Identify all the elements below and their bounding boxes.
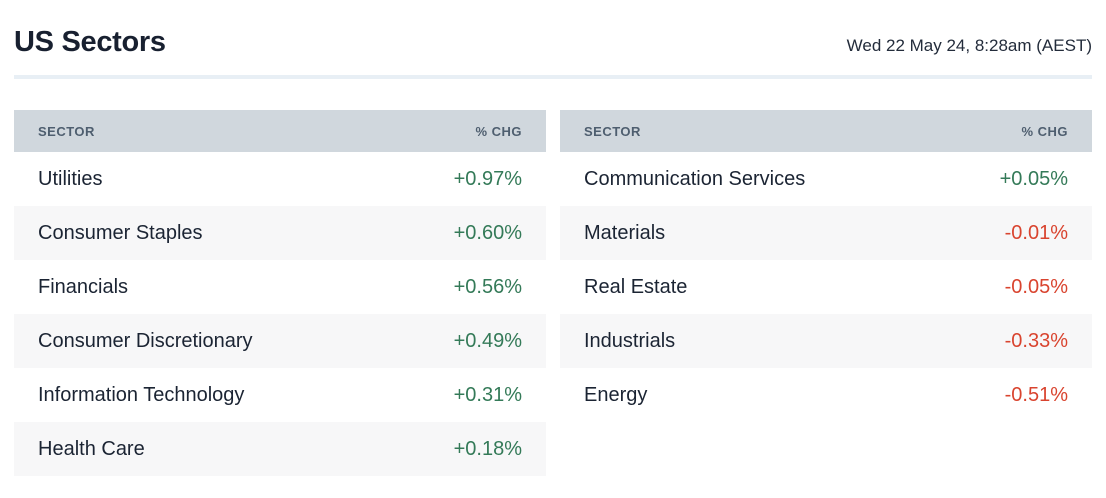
table-row: Real Estate -0.05%	[560, 260, 1092, 314]
timestamp: Wed 22 May 24, 8:28am (AEST)	[846, 36, 1092, 55]
sector-name: Materials	[584, 221, 666, 244]
percent-change-value: -0.01%	[1004, 221, 1068, 244]
sector-name: Consumer Discretionary	[38, 329, 253, 352]
widget-header: US Sectors Wed 22 May 24, 8:28am (AEST)	[14, 0, 1092, 59]
sector-name: Industrials	[584, 329, 676, 352]
table-row: Industrials -0.33%	[560, 314, 1092, 368]
header-divider	[14, 75, 1092, 79]
sector-name: Information Technology	[38, 383, 245, 406]
column-header-sector: SECTOR	[584, 123, 641, 139]
percent-change-value: +0.60%	[453, 221, 522, 244]
table-row: Consumer Staples +0.60%	[14, 206, 546, 260]
table-row: Communication Services +0.05%	[560, 152, 1092, 206]
sector-name: Communication Services	[584, 167, 806, 190]
sector-name: Health Care	[38, 437, 145, 460]
table-row: Information Technology +0.31%	[14, 368, 546, 422]
table-row: Materials -0.01%	[560, 206, 1092, 260]
percent-change-value: +0.56%	[453, 275, 522, 298]
column-header-chg: % CHG	[475, 123, 522, 139]
sector-name: Real Estate	[584, 275, 688, 298]
table-body: Communication Services +0.05% Materials -0.…	[560, 152, 1092, 422]
percent-change-value: +0.18%	[453, 437, 522, 460]
sector-name: Utilities	[38, 167, 103, 190]
percent-change-value: -0.51%	[1004, 383, 1068, 406]
us-sectors-widget: US Sectors Wed 22 May 24, 8:28am (AEST) …	[14, 0, 1092, 476]
percent-change-value: -0.05%	[1004, 275, 1068, 298]
page-title: US Sectors	[14, 26, 166, 59]
percent-change-value: -0.33%	[1004, 329, 1068, 352]
percent-change-value: +0.49%	[453, 329, 522, 352]
table-header-row: SECTOR % CHG	[560, 110, 1092, 152]
table-body: Utilities +0.97% Consumer Staples +0.60% Fin…	[14, 152, 546, 476]
column-header-chg: % CHG	[1021, 123, 1068, 139]
table-row: Consumer Discretionary +0.49%	[14, 314, 546, 368]
table-row: Health Care +0.18%	[14, 422, 546, 476]
sector-table-right: SECTOR % CHG Communication Services +0.05…	[560, 110, 1092, 476]
percent-change-value: +0.05%	[999, 167, 1068, 190]
table-row: Energy -0.51%	[560, 368, 1092, 422]
percent-change-value: +0.97%	[453, 167, 522, 190]
sector-tables: SECTOR % CHG Utilities +0.97% Consumer Sta…	[14, 110, 1092, 476]
table-header-row: SECTOR % CHG	[14, 110, 546, 152]
table-row: Utilities +0.97%	[14, 152, 546, 206]
sector-name: Consumer Staples	[38, 221, 203, 244]
table-row: Financials +0.56%	[14, 260, 546, 314]
sector-table-left: SECTOR % CHG Utilities +0.97% Consumer Sta…	[14, 110, 546, 476]
sector-name: Financials	[38, 275, 129, 298]
sector-name: Energy	[584, 383, 648, 406]
percent-change-value: +0.31%	[453, 383, 522, 406]
column-header-sector: SECTOR	[38, 123, 95, 139]
